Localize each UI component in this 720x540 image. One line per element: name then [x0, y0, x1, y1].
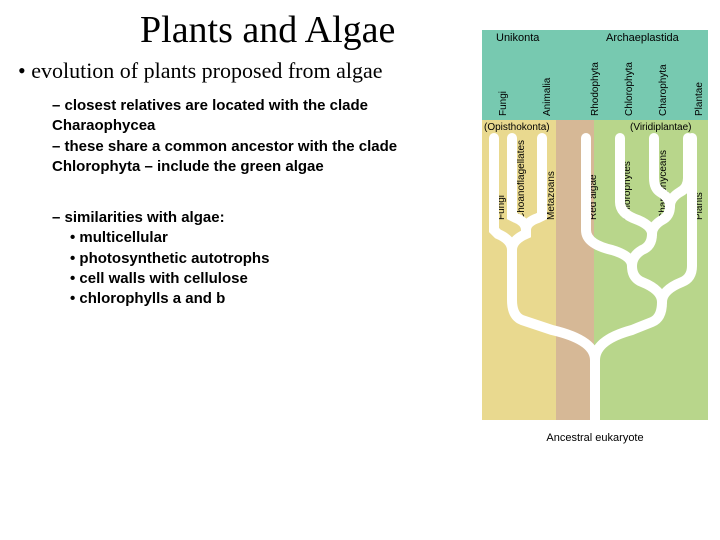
tree-svg — [482, 30, 708, 420]
sub1b: – these share a common ancestor with the… — [52, 137, 452, 176]
sub2-item-1: • photosynthetic autotrophs — [52, 249, 452, 269]
main-bullet: • evolution of plants proposed from alga… — [18, 58, 383, 84]
footer-label: Ancestral eukaryote — [482, 432, 708, 444]
sub2-item-0: • multicellular — [52, 228, 452, 248]
sub2-item-2: • cell walls with cellulose — [52, 269, 452, 289]
phylogeny-diagram: Unikonta Archaeplastida Fungi Animalia R… — [482, 30, 708, 420]
sub1a: – closest relatives are located with the… — [52, 96, 452, 135]
sub-bullets-1: – closest relatives are located with the… — [52, 96, 452, 176]
sub2-item-3: • chlorophylls a and b — [52, 289, 452, 309]
sub-bullets-2: – similarities with algae: • multicellul… — [52, 208, 452, 309]
sub2-head: – similarities with algae: — [52, 208, 452, 228]
page-title: Plants and Algae — [140, 8, 395, 52]
